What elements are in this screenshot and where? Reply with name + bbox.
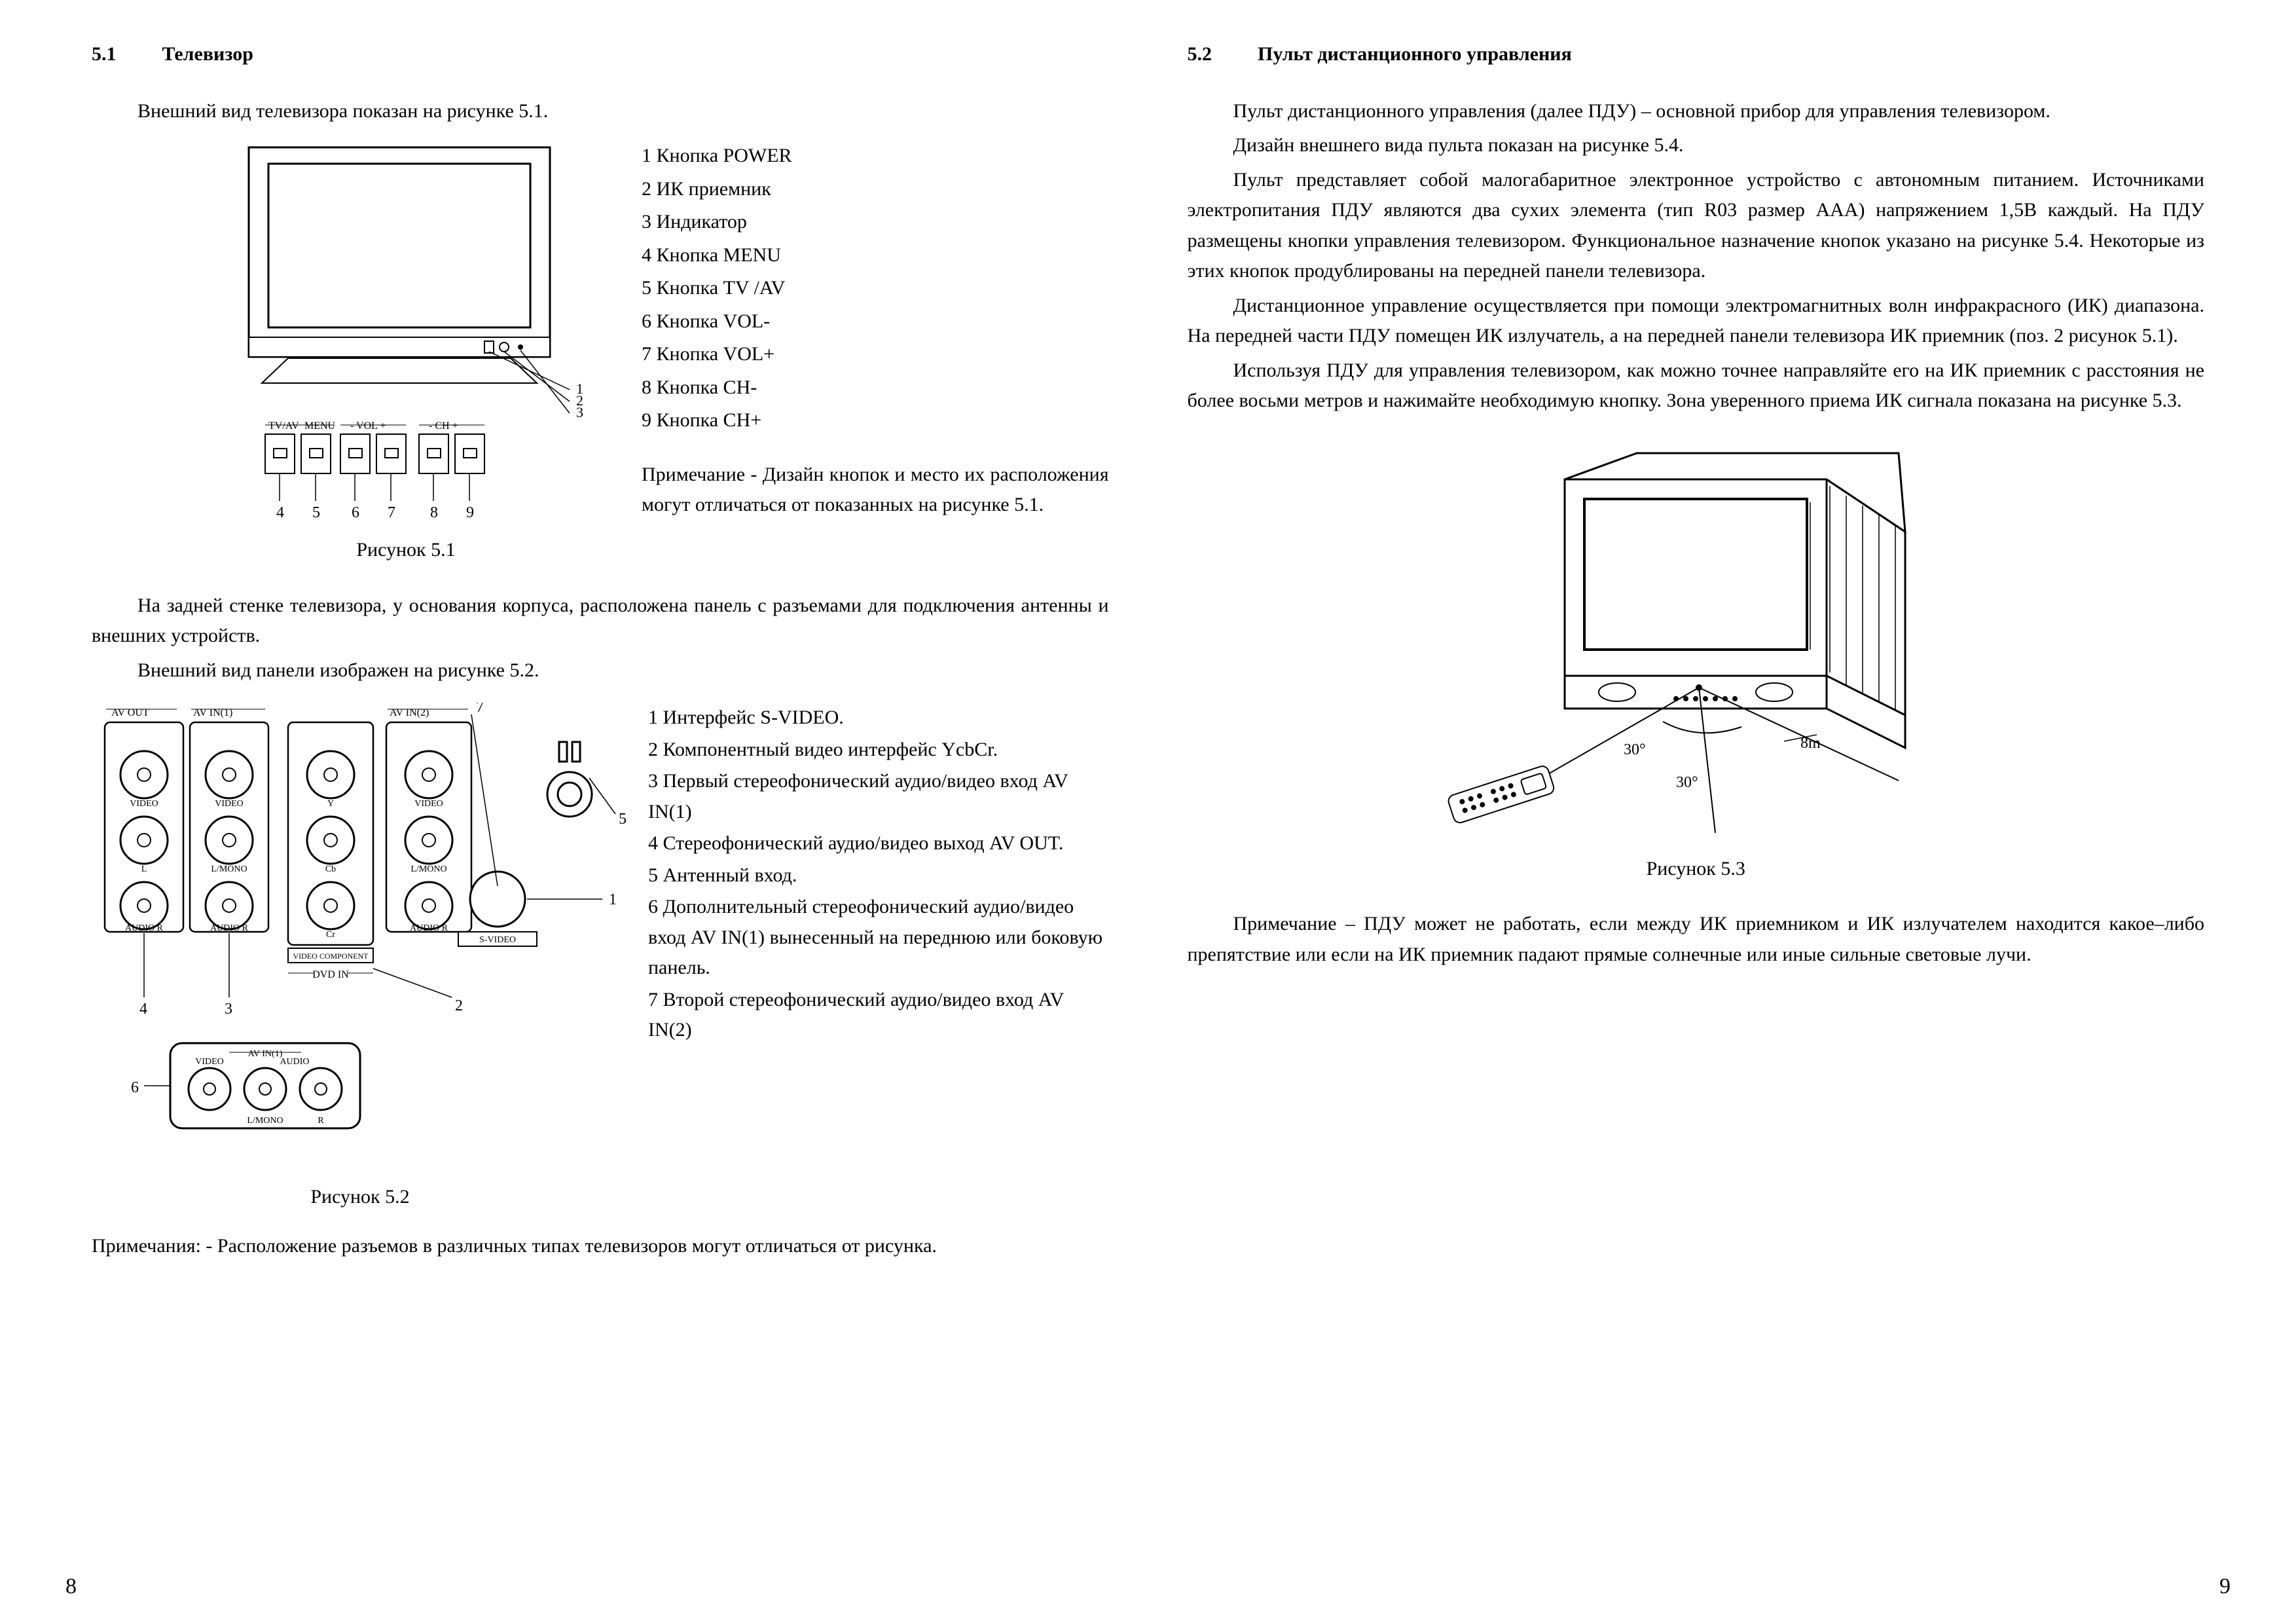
figure-5-2-caption: Рисунок 5.2 [92, 1182, 629, 1213]
section-heading-5-1: 5.1 Телевизор [92, 39, 1109, 70]
svg-text:5: 5 [312, 504, 320, 521]
legend-item: 2 ИК приемник [642, 174, 1109, 205]
figure-5-1-note: Примечание - Дизайн кнопок и место их ра… [642, 460, 1109, 521]
svg-text:3: 3 [225, 1001, 232, 1018]
svg-text:- VOL +: - VOL + [350, 420, 386, 432]
svg-text:VIDEO: VIDEO [195, 1057, 224, 1067]
svg-text:30°: 30° [1676, 774, 1698, 791]
section-title: Пульт дистанционного управления [1258, 43, 1572, 65]
svg-text:L/MONO: L/MONO [211, 864, 247, 874]
figure-5-2-legend: 1 Интерфейс S-VIDEO. 2 Компонентный виде… [648, 703, 1109, 1231]
svg-text:L: L [141, 864, 147, 874]
p1: Пульт дистанционного управления (далее П… [1188, 96, 2205, 127]
svg-text:AUDIO R: AUDIO R [210, 923, 249, 933]
legend-item: 6 Кнопка VOL- [642, 306, 1109, 337]
svg-text:MENU: MENU [304, 420, 336, 432]
svg-text:AV IN(1): AV IN(1) [248, 1049, 283, 1059]
legend-item: 4 Кнопка MENU [642, 240, 1109, 271]
svg-text:DVD IN: DVD IN [312, 969, 349, 980]
svg-text:VIDEO: VIDEO [130, 799, 158, 809]
svg-text:8: 8 [430, 504, 438, 521]
svg-text:Y: Y [327, 799, 334, 809]
svg-text:S-VIDEO: S-VIDEO [479, 935, 516, 945]
mid-para-2: Внешний вид панели изображен на рисунке … [92, 655, 1109, 686]
section-heading-5-2: 5.2 Пульт дистанционного управления [1188, 39, 2205, 70]
svg-text:R: R [318, 1116, 324, 1126]
legend-item: 5 Кнопка TV /AV [642, 273, 1109, 304]
svg-text:Cb: Cb [325, 864, 336, 874]
figure-5-1-block: 1 2 3 TV/AV MENU - VOL + - CH + [223, 141, 1109, 584]
mid-para-1: На задней стенке телевизора, у основания… [92, 591, 1109, 652]
section-num: 5.2 [1188, 39, 1253, 70]
figure-5-1-legend: 1 Кнопка POWER 2 ИК приемник 3 Индикатор… [642, 141, 1109, 584]
section-title: Телевизор [162, 43, 253, 65]
figure-5-3-block: 30° 30° 8m Рисунок 5.3 [1401, 440, 1990, 903]
p4: Дистанционное управление осуществляется … [1188, 291, 2205, 352]
legend-item: 8 Кнопка CH- [642, 373, 1109, 403]
svg-text:4: 4 [276, 504, 284, 521]
svg-text:2: 2 [455, 997, 463, 1014]
page-left: 5.1 Телевизор Внешний вид телевизора пок… [52, 39, 1148, 1598]
svg-text:VIDEO: VIDEO [215, 799, 244, 809]
right-note: Примечание – ПДУ может не работать, если… [1188, 909, 2205, 970]
svg-text:6: 6 [352, 504, 359, 521]
figure-5-1-caption: Рисунок 5.1 [223, 535, 589, 566]
svg-text:7: 7 [388, 504, 395, 521]
svg-text:AUDIO R: AUDIO R [410, 923, 448, 933]
svg-text:VIDEO COMPONENT: VIDEO COMPONENT [293, 951, 369, 961]
svg-text:AUDIO: AUDIO [280, 1057, 309, 1067]
section-num: 5.1 [92, 39, 157, 70]
svg-text:1: 1 [609, 891, 617, 908]
svg-text:Cr: Cr [326, 930, 335, 940]
svg-text:L/MONO: L/MONO [410, 864, 446, 874]
figure-5-3-drawing: 30° 30° 8m [1401, 440, 1990, 846]
svg-text:L/MONO: L/MONO [247, 1116, 283, 1126]
legend-item: 3 Первый стереофонический аудио/видео вх… [648, 766, 1109, 827]
svg-text:5: 5 [619, 811, 627, 828]
legend-item: 5 Антенный вход. [648, 860, 1109, 891]
page-number: 9 [2219, 1570, 2231, 1604]
page-number: 8 [65, 1570, 77, 1604]
svg-text:TV/AV: TV/AV [268, 420, 299, 432]
svg-text:VIDEO: VIDEO [414, 799, 443, 809]
legend-item: 7 Второй стереофонический аудио/видео вх… [648, 985, 1109, 1046]
bottom-note: Примечания: - Расположение разъемов в ра… [92, 1231, 1109, 1262]
legend-item: 1 Интерфейс S-VIDEO. [648, 703, 1109, 733]
svg-text:9: 9 [466, 504, 474, 521]
svg-text:AUDIO R: AUDIO R [125, 923, 164, 933]
svg-text:3: 3 [576, 404, 583, 420]
legend-item: 7 Кнопка VOL+ [642, 339, 1109, 370]
legend-item: 2 Компонентный видео интерфейс YcbCr. [648, 735, 1109, 766]
svg-text:30°: 30° [1624, 741, 1646, 758]
legend-item: 1 Кнопка POWER [642, 141, 1109, 172]
p2: Дизайн внешнего вида пульта показан на р… [1188, 130, 2205, 161]
intro-text: Внешний вид телевизора показан на рисунк… [92, 96, 1109, 127]
svg-text:4: 4 [139, 1001, 147, 1018]
legend-item: 9 Кнопка CH+ [642, 405, 1109, 436]
svg-text:- CH +: - CH + [429, 420, 458, 432]
figure-5-2-block: AV OUT AV IN(1) AV IN(2) VIDEO VIDEO L L… [92, 703, 1109, 1231]
svg-text:6: 6 [131, 1079, 139, 1096]
legend-item: 4 Стереофонический аудио/видео выход AV … [648, 828, 1109, 859]
legend-item: 6 Дополнительный стереофонический аудио/… [648, 892, 1109, 984]
page-right: 5.2 Пульт дистанционного управления Пуль… [1148, 39, 2244, 1598]
figure-5-2-drawing: AV OUT AV IN(1) AV IN(2) VIDEO VIDEO L L… [92, 703, 629, 1231]
svg-text:7: 7 [476, 703, 484, 716]
p5: Используя ПДУ для управления телевизором… [1188, 356, 2205, 416]
figure-5-3-caption: Рисунок 5.3 [1401, 854, 1990, 885]
p3: Пульт представляет собой малогабаритное … [1188, 165, 2205, 287]
legend-item: 3 Индикатор [642, 207, 1109, 238]
figure-5-1-drawing: 1 2 3 TV/AV MENU - VOL + - CH + [223, 141, 589, 584]
